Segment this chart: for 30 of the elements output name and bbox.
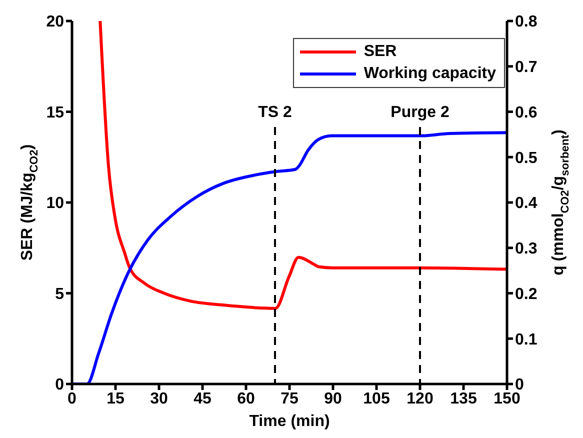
x-tick-label: 150 (494, 390, 520, 408)
y-tick-label: 0 (55, 376, 64, 394)
x-tick-label: 0 (68, 390, 77, 408)
line-series (98, 21, 507, 310)
legend-label: SER (364, 42, 397, 62)
x-tick-label: 75 (280, 390, 298, 408)
y2-tick-label: 0.1 (515, 331, 538, 348)
ref-line-label: TS 2 (258, 104, 292, 121)
y2-tick-label: 0.8 (515, 14, 538, 31)
y2-tick-label: 0.3 (515, 240, 538, 258)
y2-tick-label: 0.7 (515, 59, 538, 76)
y2-tick-label: 0.2 (515, 286, 538, 303)
y2-tick-label: 0.5 (515, 150, 538, 167)
x-tick-label: 30 (150, 390, 168, 408)
x-tick-label: 60 (237, 390, 255, 408)
y-tick-label: 10 (46, 195, 64, 212)
y-tick-label: 20 (46, 14, 64, 31)
x-tick-label: 45 (194, 390, 212, 408)
y2-tick-label: 0.4 (515, 195, 538, 212)
ref-line-label: Purge 2 (390, 104, 450, 121)
x-tick-label: 105 (363, 390, 390, 408)
y-tick-label: 15 (46, 104, 64, 122)
y-tick-label: 5 (55, 286, 64, 303)
y2-tick-label: 0.6 (515, 104, 538, 122)
x-tick-label: 90 (324, 390, 342, 408)
x-tick-label: 135 (450, 390, 477, 408)
x-tick-label: 15 (106, 390, 124, 408)
legend-label: Working capacity (364, 64, 496, 84)
x-tick-label: 120 (406, 390, 434, 408)
x-axis-title: Time (min) (249, 413, 330, 430)
